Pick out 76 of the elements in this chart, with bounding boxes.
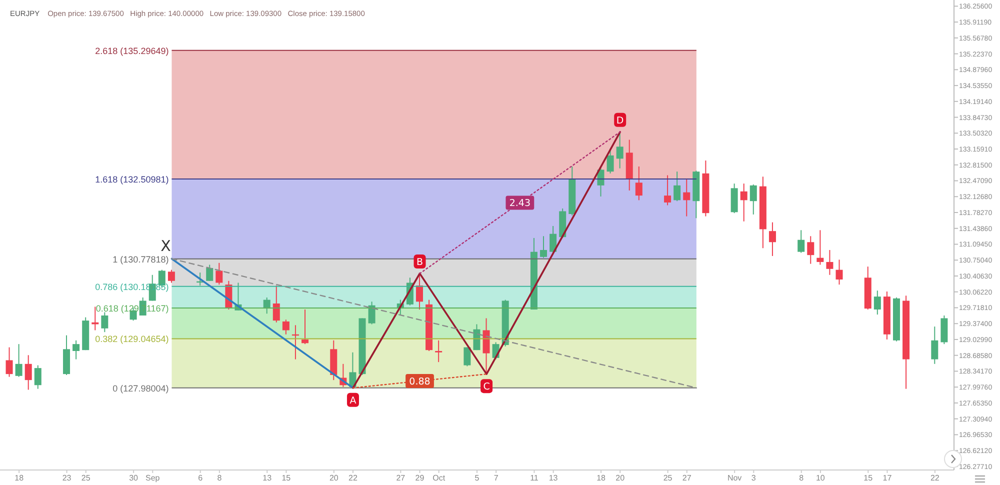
annotation: B — [416, 257, 424, 268]
candlestick — [72, 340, 80, 360]
annotation: 0.88 — [409, 376, 430, 388]
x-tick-label: 3 — [751, 474, 756, 483]
x-tick-label: 13 — [262, 474, 272, 483]
candlestick — [6, 346, 13, 378]
candlestick — [540, 236, 548, 258]
x-tick-label: 18 — [596, 474, 606, 483]
candlestick — [768, 222, 776, 256]
candlestick — [482, 318, 490, 375]
candlestick — [101, 312, 108, 333]
x-tick-label: 29 — [415, 474, 425, 483]
ref-line-label: 0 (127.98004) — [112, 383, 169, 394]
annotation: D — [616, 115, 624, 126]
candlestick — [874, 290, 881, 316]
x-tick-label: 30 — [129, 474, 139, 483]
candlestick — [635, 166, 642, 201]
candlestick — [664, 174, 672, 206]
x-tick-label: 15 — [864, 474, 874, 483]
candlestick — [216, 262, 223, 286]
candlestick — [34, 364, 42, 390]
annotation: C — [483, 382, 490, 393]
candlestick — [816, 230, 824, 266]
candlestick — [931, 326, 938, 364]
x-tick-label: 13 — [548, 474, 558, 483]
ref-line-label: 2.618 (135.29649) — [95, 46, 169, 56]
candlestick — [616, 131, 624, 169]
ref-line-label: 1.618 (132.50981) — [95, 174, 169, 184]
candlestick — [750, 184, 757, 215]
candlestick — [302, 308, 309, 345]
x-tick-label: 20 — [616, 474, 626, 483]
candlestick — [730, 183, 738, 214]
candlestick — [798, 230, 805, 254]
x-tick-label: 20 — [329, 474, 339, 483]
x-tick-label: 25 — [81, 474, 91, 483]
candlestick — [836, 259, 843, 286]
candlestick — [683, 178, 690, 217]
x-tick-label: 7 — [494, 474, 499, 483]
annotation: A — [350, 395, 357, 406]
x-tick-label: Nov — [727, 474, 742, 483]
candlestick — [435, 340, 442, 363]
x-tick-label: 23 — [62, 474, 72, 483]
x-tick-label: 15 — [282, 474, 292, 483]
candlestick — [826, 249, 834, 276]
annotation: 2.43 — [509, 198, 531, 210]
x-tick-label: 11 — [530, 474, 539, 483]
x-tick-label: 8 — [217, 474, 222, 483]
x-tick-label: 6 — [198, 474, 204, 483]
ref-line-label: 0.382 (129.04654) — [95, 334, 169, 344]
candlestick — [606, 148, 614, 174]
candlestick — [24, 354, 32, 390]
candlestick — [368, 301, 376, 325]
x-tick-label: 10 — [816, 474, 826, 483]
candlestick — [15, 344, 22, 378]
x-tick-label: 27 — [682, 474, 692, 483]
candlestick — [272, 285, 280, 323]
x-tick-label: 22 — [930, 474, 940, 483]
x-tick-label: 22 — [348, 474, 358, 483]
ref-line-label: 1 (130.77818) — [112, 254, 169, 264]
x-tick-label: 5 — [474, 474, 480, 483]
candlestick — [464, 346, 471, 367]
candlestick — [674, 171, 681, 202]
x-tick-label: 25 — [663, 474, 673, 483]
x-tick-label: 17 — [882, 474, 892, 483]
annotation: X — [160, 236, 171, 255]
x-tick-label: Oct — [432, 474, 446, 483]
candlestick — [940, 314, 948, 345]
x-tick-label: 18 — [14, 474, 24, 483]
candlestick — [807, 236, 814, 264]
candlestick — [206, 264, 214, 282]
candlestick — [282, 319, 290, 335]
x-tick-label: 27 — [396, 474, 406, 483]
x-tick-label: Sep — [146, 474, 160, 483]
candlestick — [740, 183, 748, 222]
x-tick-label: 8 — [799, 474, 804, 483]
candlestick — [168, 269, 175, 284]
